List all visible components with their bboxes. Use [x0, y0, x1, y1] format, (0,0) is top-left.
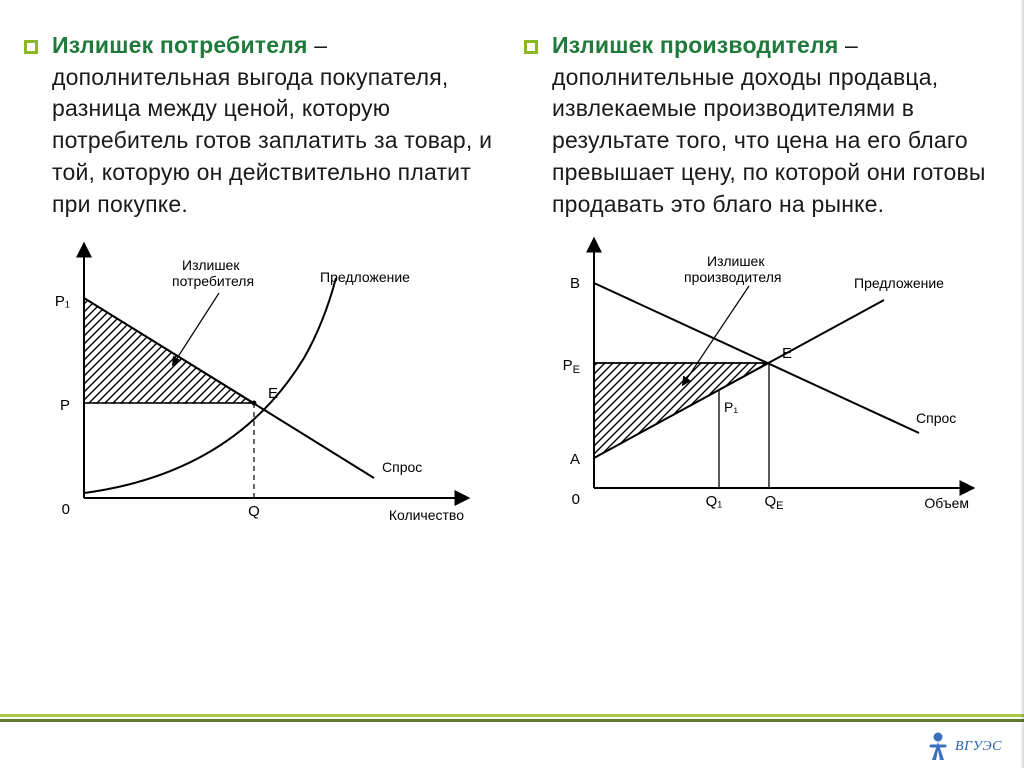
bullet-icon: [524, 40, 538, 54]
chart-producer-surplus: B PE A 0 Q₁ QE E P₁ Объем Излишек произв…: [524, 228, 994, 528]
body-producer-surplus: – дополнительные доходы продавца, извлек…: [552, 32, 986, 217]
logo-text: ВГУЭС: [955, 739, 1002, 754]
term-producer-surplus: Излишек производителя: [552, 32, 838, 58]
region-label-line1: Излишек: [707, 253, 765, 269]
logo-figure-icon: [925, 730, 951, 764]
corner-logo: ВГУЭС: [925, 730, 1002, 764]
supply-label: Предложение: [320, 269, 410, 285]
xtick-q: Q: [248, 503, 260, 520]
left-column: Излишек потребителя – дополнительная выг…: [24, 30, 500, 538]
left-paragraph: Излишек потребителя – дополнительная выг…: [52, 30, 500, 220]
region-label-line2: производителя: [684, 269, 781, 285]
right-paragraph: Излишек производителя – дополнительные д…: [552, 30, 1000, 220]
equilibrium-label: E: [782, 345, 792, 362]
x-axis-label: Объем: [924, 495, 969, 511]
ytick-b: B: [570, 275, 580, 292]
xtick-qe: QE: [764, 493, 783, 512]
demand-label: Спрос: [382, 459, 422, 475]
ytick-p: P: [60, 397, 70, 414]
right-bullet-item: Излишек производителя – дополнительные д…: [524, 30, 1000, 220]
demand-label: Спрос: [916, 410, 956, 426]
body-consumer-surplus: – дополнительная выгода покупателя, разн…: [52, 32, 492, 217]
region-label-line1: Излишек: [182, 257, 240, 273]
interior-p1-label: P₁: [724, 399, 738, 415]
ytick-pe: PE: [563, 357, 580, 376]
region-label-line2: потребителя: [172, 273, 254, 289]
ytick-p1: P₁: [55, 293, 70, 310]
origin-label: 0: [572, 491, 580, 508]
footer-rule: [0, 714, 1024, 722]
ytick-a: A: [570, 451, 580, 468]
bullet-icon: [24, 40, 38, 54]
left-bullet-item: Излишек потребителя – дополнительная выг…: [24, 30, 500, 220]
origin-label: 0: [62, 501, 70, 518]
page-edge-shadow: [1020, 0, 1024, 768]
xtick-q1: Q₁: [706, 493, 723, 510]
x-axis-label: Количество: [389, 507, 464, 523]
supply-label: Предложение: [854, 275, 944, 291]
equilibrium-label: E: [268, 385, 278, 402]
right-column: Излишек производителя – дополнительные д…: [524, 30, 1000, 538]
chart-consumer-surplus: P₁ P 0 Q E Количество Излишек потребител…: [24, 228, 494, 538]
term-consumer-surplus: Излишек потребителя: [52, 32, 308, 58]
